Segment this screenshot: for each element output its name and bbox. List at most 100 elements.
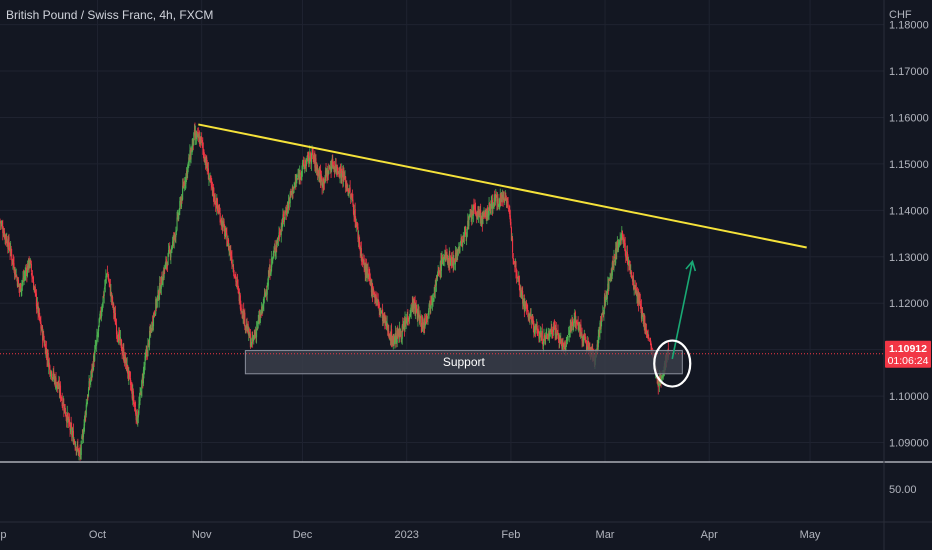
candle-body: [540, 332, 542, 337]
candle-body: [623, 237, 625, 241]
candle-body: [282, 214, 285, 218]
candle-body: [95, 341, 97, 347]
candle-body: [569, 330, 571, 333]
candle-body: [627, 261, 629, 265]
candle-body: [221, 219, 223, 226]
candle-body: [560, 339, 562, 342]
candle-body: [405, 320, 407, 324]
candle-body: [210, 177, 212, 180]
candle-body: [389, 334, 391, 339]
candle-body: [143, 365, 146, 369]
candle-body: [615, 248, 617, 264]
candle-body: [26, 271, 28, 275]
candle-body: [136, 410, 138, 421]
candle-body: [53, 377, 55, 378]
candle-body: [430, 302, 432, 305]
candle-body: [72, 430, 74, 444]
candle-body: [585, 342, 588, 351]
candle-body: [476, 217, 478, 219]
candle-body: [307, 155, 309, 158]
candle-body: [159, 283, 161, 294]
candle-body: [27, 265, 29, 270]
candle-body: [303, 159, 305, 166]
support-zone[interactable]: [244, 350, 683, 375]
candle-body: [181, 196, 183, 200]
candle-body: [233, 273, 235, 278]
candle-body: [494, 195, 496, 206]
candle-body: [282, 214, 284, 225]
candle-body: [546, 333, 548, 339]
y-tick-label: 1.14000: [889, 205, 929, 217]
candle-body: [56, 382, 58, 386]
candle-body: [99, 311, 101, 317]
candle-body: [434, 292, 436, 294]
candle-body: [322, 179, 324, 187]
candle-body: [7, 238, 9, 250]
highlight-circle[interactable]: [653, 339, 692, 388]
candle-body: [534, 324, 536, 326]
candle-body: [435, 277, 437, 286]
candle-body: [578, 324, 580, 326]
candle-body: [165, 259, 167, 266]
candle-body: [81, 436, 83, 440]
candle-body: [368, 273, 370, 275]
candle-body: [626, 252, 628, 263]
candle-body: [317, 169, 319, 176]
candle-body: [523, 299, 525, 311]
candle-body: [190, 149, 192, 160]
arrow-shaft[interactable]: [671, 261, 694, 360]
candle-body: [92, 365, 94, 371]
candle-body: [566, 335, 569, 339]
candle-body: [629, 262, 631, 265]
candle-body: [359, 245, 361, 251]
candle-body: [448, 259, 450, 264]
trendline[interactable]: [198, 123, 807, 249]
candle-body: [171, 247, 173, 250]
candle-body: [98, 318, 100, 327]
candle-body: [626, 251, 628, 261]
candle-body: [392, 336, 394, 347]
candle-body: [298, 173, 300, 181]
candle-body: [620, 234, 622, 240]
candle-body: [609, 278, 611, 280]
candle-body: [385, 317, 387, 327]
candle-body: [279, 234, 281, 236]
candle-body: [314, 153, 316, 168]
candle-body: [138, 403, 140, 414]
candle-body: [602, 311, 604, 314]
candle-body: [64, 404, 66, 413]
candle-body: [61, 399, 63, 400]
candle-body: [597, 343, 599, 347]
candle-body: [444, 253, 446, 254]
candle-body: [643, 314, 645, 327]
candle-body: [369, 272, 371, 280]
candle-body: [217, 210, 220, 214]
candle-body: [0, 223, 2, 224]
candle-body: [141, 377, 143, 380]
candle-body: [518, 277, 520, 279]
candle-body: [256, 328, 258, 338]
candle-body: [520, 293, 523, 295]
candle-body: [585, 340, 587, 343]
candle-body: [326, 171, 328, 174]
candle-body: [648, 339, 650, 341]
candle-body: [169, 252, 171, 257]
candle-body: [69, 425, 71, 431]
candle-body: [387, 329, 389, 332]
candle-body: [477, 208, 479, 218]
candle-body: [144, 355, 146, 365]
candle-body: [546, 332, 548, 335]
candle-body: [289, 198, 291, 204]
candle-body: [506, 198, 509, 201]
candle-body: [13, 263, 15, 271]
candle-body: [131, 387, 133, 389]
candle-body: [548, 335, 550, 337]
candle-body: [324, 170, 327, 181]
candle-body: [426, 317, 428, 319]
candle-body: [196, 133, 198, 136]
candle-body: [640, 306, 642, 319]
candle-body: [371, 283, 373, 292]
candle-body: [4, 234, 6, 239]
drawings[interactable]: Support: [0, 123, 884, 388]
